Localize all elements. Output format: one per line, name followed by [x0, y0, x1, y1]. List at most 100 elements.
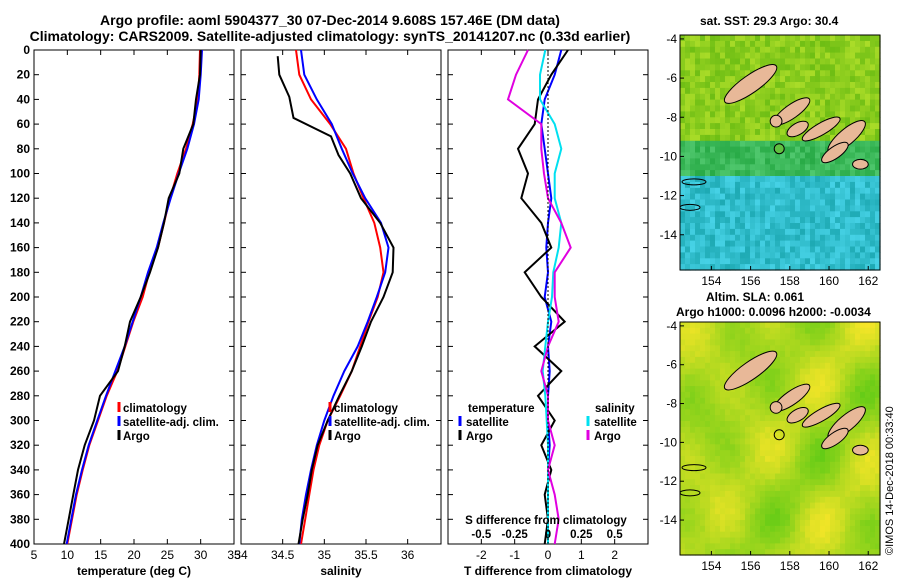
map-x-tick-label: 158	[780, 274, 800, 288]
island-shape	[821, 141, 849, 164]
island-shape	[723, 350, 778, 391]
x-tick-label: 20	[127, 548, 141, 562]
island-shape	[821, 427, 849, 450]
x-tick-label: 2	[611, 548, 618, 562]
difference-legend-label: Argo	[594, 431, 621, 443]
map-x-tick-label: 162	[858, 274, 878, 288]
island-shape	[723, 64, 778, 104]
x2-axis-label: S difference from climatology	[465, 515, 627, 527]
map-y-tick-label: -10	[660, 149, 678, 163]
island-shape	[769, 114, 783, 128]
sst-map-title: sat. SST: 29.3 Argo: 30.4	[700, 14, 839, 28]
y-tick-label: 140	[10, 216, 30, 230]
island-outline	[681, 464, 707, 472]
map-y-tick-label: -8	[666, 110, 677, 124]
island-shape	[801, 402, 841, 428]
map-y-tick-label: -14	[660, 228, 678, 242]
map-x-tick-label: 156	[741, 274, 761, 288]
x-tick-label: 30	[194, 548, 208, 562]
island-shape	[852, 444, 869, 456]
x-axis-label-salinity: salinity	[320, 564, 362, 578]
map-x-tick-label: 162	[858, 559, 878, 573]
island-shape	[786, 120, 809, 138]
y-tick-label: 380	[10, 512, 30, 526]
series-line-difference-argo	[506, 49, 572, 545]
plot-title-line2: Climatology: CARS2009. Satellite-adjuste…	[29, 28, 631, 44]
y-tick-label: 220	[10, 315, 30, 329]
x-tick-label: 0	[545, 548, 552, 562]
x-tick-label: -1	[509, 548, 520, 562]
salinity-legend-label: climatology	[334, 403, 399, 415]
x-tick-label: 10	[61, 548, 75, 562]
x-tick-label: 35	[318, 548, 332, 562]
map-x-tick-label: 154	[701, 274, 721, 288]
y-tick-label: 280	[10, 389, 30, 403]
map-y-tick-label: -12	[660, 189, 678, 203]
x-tick-label: 25	[161, 548, 175, 562]
temperature-legend-label: satellite-adj. clim.	[123, 417, 219, 429]
difference-legend-label: Argo	[466, 431, 493, 443]
x2-tick-label: -0.25	[502, 529, 529, 541]
y-tick-label: 60	[17, 117, 31, 131]
x-tick-label: 34.5	[271, 548, 295, 562]
sla-heatmap-cells	[680, 322, 881, 556]
x-tick-label: 35.5	[354, 548, 378, 562]
x-tick-label: 15	[94, 548, 108, 562]
x-tick-label: 5	[31, 548, 38, 562]
island-shape	[801, 116, 841, 142]
map-x-tick-label: 158	[780, 559, 800, 573]
y-tick-label: 0	[23, 43, 30, 57]
y-tick-label: 320	[10, 438, 30, 452]
x-tick-label: 36	[401, 548, 415, 562]
map-y-tick-label: -6	[666, 358, 677, 372]
x2-tick-label: -0.5	[471, 529, 491, 541]
island-shape	[786, 406, 809, 424]
y-tick-label: 240	[10, 339, 30, 353]
map-y-tick-label: -8	[666, 397, 677, 411]
y-tick-label: 360	[10, 488, 30, 502]
y-tick-label: 260	[10, 364, 30, 378]
x-tick-label: 35	[227, 548, 241, 562]
map-x-tick-label: 160	[819, 274, 839, 288]
temperature-legend-label: climatology	[123, 403, 188, 415]
sst-heatmap-cells	[680, 35, 881, 271]
x-tick-label: -2	[476, 548, 487, 562]
panel-frame-temperature	[33, 49, 235, 545]
temperature-legend-label: Argo	[123, 431, 150, 443]
x-axis-label-temperature: temperature (deg C)	[77, 564, 191, 578]
series-line-salinity-argo	[276, 56, 395, 545]
series-line-difference-satellite	[539, 49, 563, 544]
argo-float-marker	[773, 143, 785, 155]
difference-legend-label: satellite	[466, 417, 509, 429]
island-outline	[681, 178, 707, 186]
x-axis-label-difference: T difference from climatology	[464, 564, 632, 578]
sla-map-subtitle: Argo h1000: 0.0096 h2000: -0.0034	[676, 305, 871, 319]
y-tick-label: 40	[17, 92, 31, 106]
y-tick-label: 80	[17, 142, 31, 156]
y-tick-label: 20	[17, 68, 31, 82]
map-frame	[679, 321, 881, 556]
y-tick-label: 180	[10, 265, 30, 279]
panel-frame-salinity	[240, 49, 442, 545]
legend-title-temperature: temperature	[468, 403, 534, 415]
y-tick-label: 200	[10, 290, 30, 304]
salinity-legend-label: Argo	[334, 431, 361, 443]
y-tick-label: 340	[10, 463, 30, 477]
map-x-tick-label: 154	[701, 559, 721, 573]
map-y-tick-label: -12	[660, 474, 678, 488]
legend-title-salinity: salinity	[595, 403, 635, 415]
y-tick-label: 120	[10, 191, 30, 205]
map-y-tick-label: -4	[666, 32, 677, 46]
y-tick-label: 160	[10, 241, 30, 255]
x2-tick-label: 0	[545, 529, 551, 541]
island-shape	[769, 401, 783, 414]
x2-tick-label: 0.25	[570, 529, 593, 541]
map-y-tick-label: -6	[666, 71, 677, 85]
x2-tick-label: 0.5	[607, 529, 624, 541]
map-y-tick-label: -4	[666, 319, 677, 333]
y-tick-label: 300	[10, 414, 30, 428]
x-tick-label: 34	[234, 548, 248, 562]
map-x-tick-label: 156	[741, 559, 761, 573]
y-tick-label: 400	[10, 537, 30, 551]
